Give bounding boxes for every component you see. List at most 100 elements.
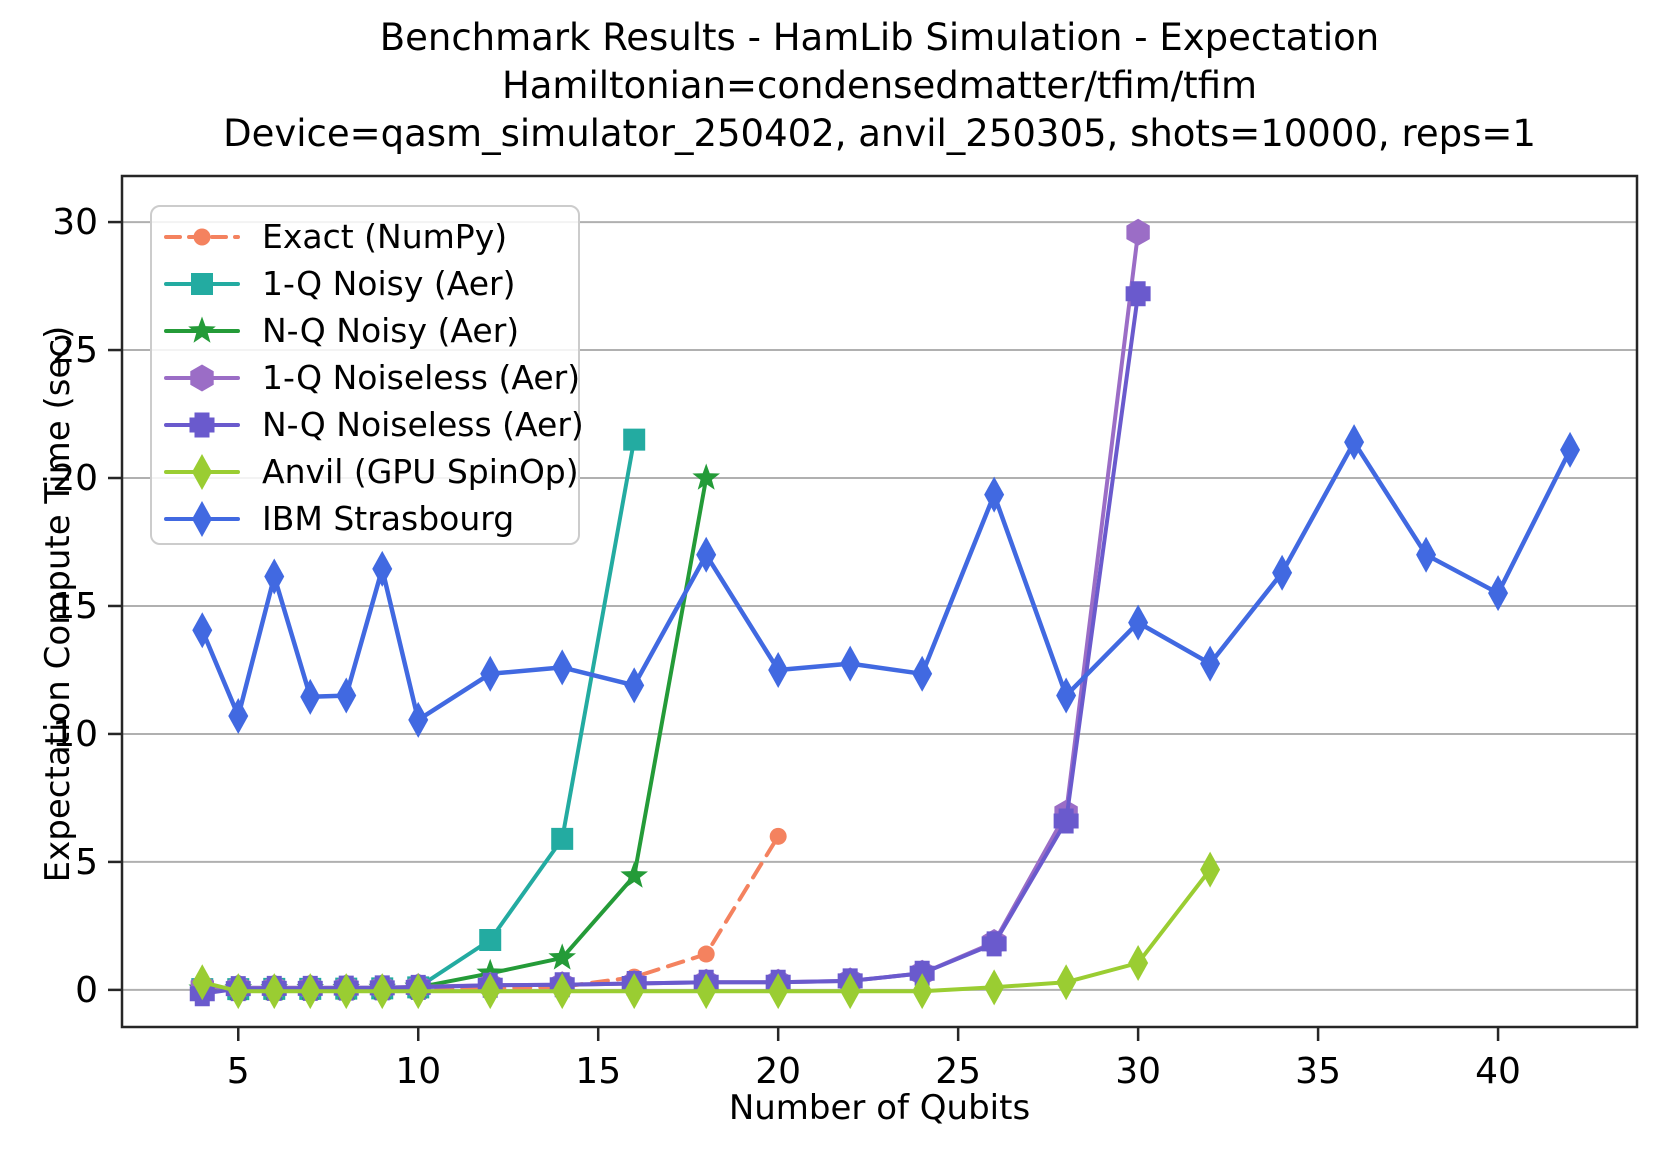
legend-marker-icon xyxy=(193,228,211,245)
legend-row: Exact (NumPy) xyxy=(160,213,578,260)
series-markers xyxy=(192,851,1221,1010)
legend-label: N-Q Noisy (Aer) xyxy=(262,311,520,350)
legend-marker-sample xyxy=(164,453,240,490)
y-tick-label: 15 xyxy=(52,586,98,627)
data-point xyxy=(408,973,429,1010)
data-point xyxy=(1128,604,1149,641)
data-point xyxy=(1272,554,1293,591)
data-point xyxy=(551,827,574,850)
y-tick-label: 20 xyxy=(52,458,98,499)
legend-row: N-Q Noiseless (Aer) xyxy=(160,401,584,448)
data-point xyxy=(1488,575,1509,612)
legend-label: Anvil (GPU SpinOp) xyxy=(262,452,579,491)
data-point xyxy=(372,973,393,1010)
legend-marker-icon xyxy=(188,316,216,343)
chart-title-line3: Device=qasm_simulator_250402, anvil_2503… xyxy=(223,112,1536,155)
data-point xyxy=(912,973,933,1010)
chart-title-line2: Hamiltonian=condensedmatter/tfim/tfim xyxy=(501,64,1258,107)
data-point xyxy=(192,612,213,649)
legend-label: 1-Q Noiseless (Aer) xyxy=(262,358,581,397)
chart-title: Benchmark Results - HamLib Simulation - … xyxy=(122,14,1637,158)
series-markers xyxy=(192,424,1581,738)
data-point xyxy=(1128,945,1149,982)
data-point xyxy=(336,973,357,1010)
data-point xyxy=(769,827,787,845)
data-point xyxy=(624,667,645,704)
y-tick-label: 30 xyxy=(52,202,98,243)
data-point xyxy=(696,536,717,573)
series-group xyxy=(188,218,1581,1010)
data-point xyxy=(768,651,789,688)
data-point xyxy=(840,973,861,1010)
x-tick-label: 25 xyxy=(935,1051,981,1092)
data-point xyxy=(552,649,573,686)
legend-label: 1-Q Noisy (Aer) xyxy=(262,264,516,303)
data-point xyxy=(228,973,249,1010)
data-point xyxy=(768,973,789,1010)
y-tick-label: 5 xyxy=(75,842,98,883)
legend-row: 1-Q Noiseless (Aer) xyxy=(160,354,581,401)
legend-box: Exact (NumPy) 1-Q Noisy (Aer) N-Q Noisy (A… xyxy=(150,205,584,545)
data-point xyxy=(300,973,321,1010)
data-point xyxy=(552,973,573,1010)
x-tick-label: 20 xyxy=(755,1051,801,1092)
x-tick-label: 15 xyxy=(575,1051,621,1092)
legend-marker-icon xyxy=(189,412,215,437)
data-point xyxy=(620,861,648,888)
legend-marker-icon xyxy=(190,364,214,391)
legend-marker-icon xyxy=(192,453,212,490)
x-tick-label: 40 xyxy=(1475,1051,1521,1092)
legend-marker-sample xyxy=(164,412,240,437)
data-point xyxy=(408,701,429,738)
legend-row: Anvil (GPU SpinOp) xyxy=(160,448,579,495)
x-tick-label: 10 xyxy=(395,1051,441,1092)
data-point xyxy=(1125,281,1151,307)
data-point xyxy=(984,969,1005,1006)
data-point xyxy=(479,928,502,951)
chart-title-line1: Benchmark Results - HamLib Simulation - … xyxy=(379,16,1380,59)
data-point xyxy=(192,964,213,1001)
data-point xyxy=(623,428,646,451)
data-point xyxy=(624,973,645,1010)
legend-marker-icon xyxy=(191,272,213,295)
data-point xyxy=(840,645,861,682)
data-point xyxy=(264,558,285,595)
legend-label: IBM Strasbourg xyxy=(262,499,515,538)
data-point xyxy=(984,476,1005,513)
y-tick-label: 0 xyxy=(75,970,98,1011)
data-point xyxy=(696,973,717,1010)
data-point xyxy=(1053,808,1079,834)
data-point xyxy=(228,698,249,735)
legend-marker-sample xyxy=(164,500,240,537)
data-point xyxy=(1344,424,1365,461)
legend-row: 1-Q Noisy (Aer) xyxy=(160,260,578,307)
data-point xyxy=(480,973,501,1010)
plot-border xyxy=(120,174,1639,1029)
legend-marker-sample xyxy=(164,272,240,295)
data-point xyxy=(1560,431,1581,468)
data-point xyxy=(1416,536,1437,573)
x-axis-label: Number of Qubits xyxy=(728,1088,1031,1128)
data-point xyxy=(548,943,576,970)
data-point xyxy=(1200,851,1221,888)
legend-marker-icon xyxy=(192,500,212,537)
legend-marker-sample xyxy=(164,316,240,343)
data-point xyxy=(1126,218,1150,246)
data-point xyxy=(1056,677,1077,714)
legend-row: N-Q Noisy (Aer) xyxy=(160,307,578,354)
data-point xyxy=(697,945,715,963)
x-tick-label: 5 xyxy=(227,1051,250,1092)
data-point xyxy=(692,463,720,490)
data-point xyxy=(1056,964,1077,1001)
legend-row: IBM Strasbourg xyxy=(160,495,578,542)
data-point xyxy=(336,677,357,714)
y-tick-label: 10 xyxy=(52,714,98,755)
data-point xyxy=(981,931,1007,957)
legend-marker-sample xyxy=(164,364,240,391)
legend-label: N-Q Noiseless (Aer) xyxy=(262,405,584,444)
data-point xyxy=(1200,645,1221,682)
data-point xyxy=(264,973,285,1010)
x-tick-label: 35 xyxy=(1295,1051,1341,1092)
